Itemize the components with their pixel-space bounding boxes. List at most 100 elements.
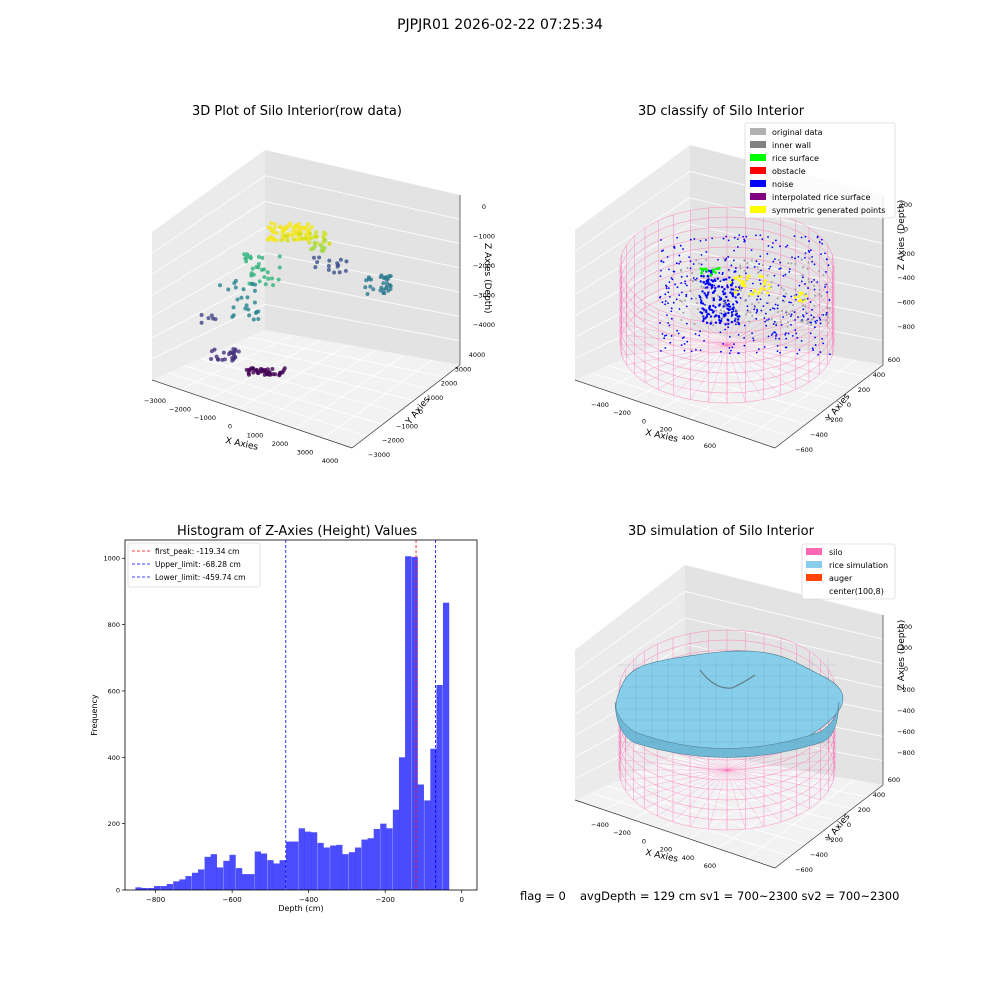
inner-wall-point bbox=[739, 267, 742, 270]
noise-point bbox=[700, 263, 703, 266]
data-point bbox=[344, 259, 349, 264]
noise-point bbox=[705, 251, 708, 253]
data-point bbox=[320, 245, 325, 250]
tick-label: −2000 bbox=[473, 262, 495, 270]
noise-point bbox=[724, 328, 726, 331]
noise-point bbox=[794, 319, 796, 321]
x-tick-label: −800 bbox=[146, 896, 165, 904]
data-point bbox=[271, 229, 276, 234]
noise-point bbox=[707, 312, 710, 316]
noise-point bbox=[762, 305, 765, 307]
noise-point bbox=[678, 262, 680, 265]
tick-label: −2000 bbox=[169, 406, 191, 414]
data-point bbox=[265, 367, 270, 372]
noise-point bbox=[722, 237, 725, 240]
noise-point bbox=[663, 337, 666, 340]
x-tick-label: −400 bbox=[299, 896, 318, 904]
noise-point bbox=[660, 269, 662, 272]
legend-label: silo bbox=[829, 548, 843, 557]
data-point bbox=[307, 240, 312, 245]
cylinder-spoke bbox=[708, 769, 728, 830]
noise-point bbox=[661, 333, 664, 335]
noise-point bbox=[829, 353, 831, 356]
symmetric-point bbox=[758, 274, 762, 278]
noise-point bbox=[814, 336, 816, 339]
data-point bbox=[269, 221, 274, 226]
noise-point bbox=[699, 301, 703, 304]
noise-point bbox=[722, 305, 725, 308]
hist-bar bbox=[323, 847, 330, 890]
noise-point bbox=[797, 316, 799, 318]
inner-wall-point bbox=[822, 274, 825, 277]
inner-wall-point bbox=[686, 266, 689, 269]
inner-wall-point bbox=[818, 270, 821, 273]
hist-bar bbox=[298, 828, 305, 890]
symmetric-point bbox=[760, 286, 764, 290]
hist-threshold-lines bbox=[285, 540, 436, 890]
noise-point bbox=[733, 249, 735, 252]
inner-wall-point bbox=[802, 266, 805, 269]
cylinder-spoke bbox=[726, 769, 782, 823]
inner-wall-point bbox=[818, 292, 821, 295]
data-point bbox=[245, 295, 250, 300]
noise-point bbox=[809, 332, 812, 335]
y-tick-label: 400 bbox=[108, 754, 120, 762]
noise-point bbox=[814, 344, 817, 346]
noise-point bbox=[676, 286, 679, 289]
noise-point bbox=[712, 304, 715, 307]
noise-point bbox=[727, 311, 730, 315]
rice-surface-skirt bbox=[614, 701, 840, 758]
inner-wall-point bbox=[806, 267, 809, 270]
noise-point bbox=[683, 336, 685, 339]
noise-point bbox=[782, 295, 785, 298]
inner-wall-point bbox=[720, 279, 723, 282]
noise-point bbox=[759, 298, 762, 301]
hist-bar bbox=[185, 876, 192, 890]
noise-point bbox=[717, 285, 721, 288]
inner-wall-point bbox=[750, 259, 753, 262]
data-point bbox=[231, 356, 236, 361]
noise-point bbox=[717, 258, 719, 261]
noise-point bbox=[724, 258, 727, 261]
symmetric-point bbox=[733, 291, 737, 295]
inner-wall-point bbox=[756, 265, 759, 268]
noise-point bbox=[746, 266, 749, 269]
noise-point bbox=[768, 267, 771, 270]
tick-label: −200 bbox=[897, 686, 915, 694]
noise-point bbox=[775, 333, 778, 336]
noise-point bbox=[712, 298, 716, 302]
noise-point bbox=[720, 317, 723, 320]
hist-bar bbox=[424, 800, 431, 890]
noise-point bbox=[704, 303, 706, 306]
noise-point bbox=[782, 274, 785, 277]
p4-zlabel: Z Axies (Depth) bbox=[897, 620, 907, 691]
data-point bbox=[266, 225, 271, 230]
rice-surface-point bbox=[714, 267, 718, 271]
noise-point bbox=[790, 323, 792, 326]
noise-point bbox=[727, 326, 730, 329]
noise-point bbox=[804, 256, 806, 259]
tick-label: 4000 bbox=[322, 457, 339, 465]
noise-point bbox=[820, 238, 823, 241]
data-point bbox=[231, 352, 236, 357]
noise-point bbox=[659, 296, 661, 299]
noise-point bbox=[704, 282, 707, 286]
noise-point bbox=[753, 308, 756, 311]
inner-wall-point bbox=[785, 310, 788, 313]
noise-point bbox=[757, 295, 760, 298]
hist-bar bbox=[141, 888, 148, 890]
noise-point bbox=[808, 240, 810, 243]
cylinder-spoke bbox=[726, 769, 834, 781]
noise-point bbox=[824, 252, 826, 255]
data-point bbox=[309, 236, 314, 241]
tick-label: −1000 bbox=[473, 233, 495, 241]
legend-frame bbox=[801, 543, 896, 600]
data-point bbox=[216, 357, 221, 362]
noise-point bbox=[695, 348, 697, 351]
tick-label: −1000 bbox=[396, 422, 418, 430]
grid-line bbox=[574, 303, 691, 359]
cylinder-spoke bbox=[726, 344, 833, 356]
data-point bbox=[386, 276, 391, 281]
cylinder-spoke bbox=[672, 769, 728, 823]
data-point bbox=[293, 230, 298, 235]
